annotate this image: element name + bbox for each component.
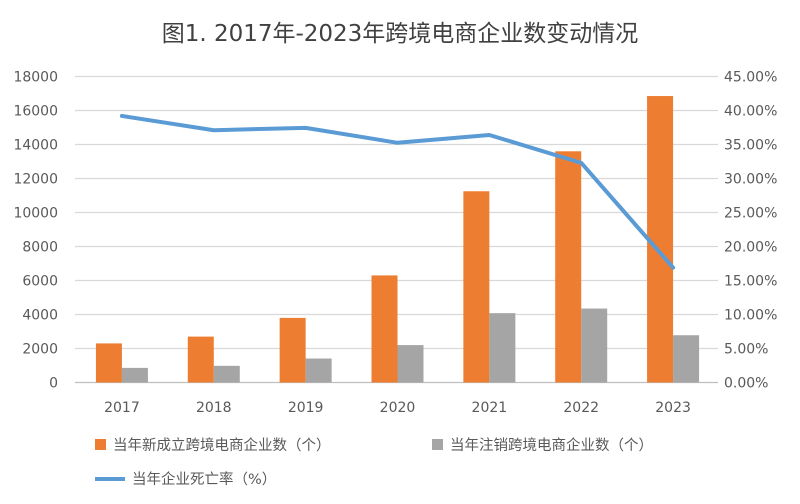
y-tick-label: 14000 (13, 138, 58, 154)
legend-label: 当年企业死亡率（%） (132, 472, 277, 488)
y2-tick-label: 20.00% (724, 240, 777, 256)
x-tick-label: 2019 (288, 400, 324, 416)
legend-label: 当年新成立跨境电商企业数（个） (113, 438, 331, 454)
x-tick-label: 2023 (655, 400, 691, 416)
bar-cancelled-2018 (213, 365, 240, 383)
chart-title: 图1. 2017年-2023年跨境电商企业数变动情况 (161, 21, 639, 47)
bar-cancelled-2022 (581, 308, 608, 383)
x-tick-label: 2017 (104, 400, 140, 416)
y2-tick-label: 10.00% (724, 308, 777, 324)
bar-new-2022 (555, 151, 582, 383)
bar-new-2023 (647, 96, 674, 383)
y2-tick-label: 5.00% (724, 342, 768, 358)
bar-cancelled-2017 (121, 367, 148, 383)
legend-line-blue (95, 476, 125, 481)
legend-swatch-gray (432, 439, 443, 450)
x-tick-label: 2018 (196, 400, 232, 416)
line-death-rate (119, 113, 676, 270)
legend-label: 当年注销跨境电商企业数（个） (450, 438, 653, 454)
bar-new-2019 (279, 317, 306, 383)
x-tick-label: 2022 (563, 400, 599, 416)
y-tick-label: 2000 (22, 342, 58, 358)
y-tick-label: 10000 (13, 206, 58, 222)
legend-item-new: 当年新成立跨境电商企业数（个） (95, 434, 331, 455)
y-tick-label: 4000 (22, 308, 58, 324)
y-tick-label: 12000 (13, 172, 58, 188)
bar-cancelled-2021 (489, 313, 516, 383)
y2-tick-label: 35.00% (724, 138, 777, 154)
x-tick-label: 2020 (380, 400, 416, 416)
y2-tick-label: 15.00% (724, 274, 777, 290)
legend-swatch-orange (95, 439, 106, 450)
y2-tick-label: 30.00% (724, 172, 777, 188)
y2-tick-label: 45.00% (724, 70, 777, 86)
bar-cancelled-2019 (305, 358, 332, 383)
bar-new-2017 (95, 343, 122, 383)
y2-tick-label: 0.00% (724, 376, 768, 392)
x-tick-label: 2021 (472, 400, 508, 416)
y-tick-label: 16000 (13, 104, 58, 120)
legend-item-cancelled: 当年注销跨境电商企业数（个） (432, 434, 653, 455)
y-tick-label: 18000 (13, 70, 58, 86)
y-tick-label: 8000 (22, 240, 58, 256)
y2-tick-label: 25.00% (724, 206, 777, 222)
y-tick-label: 6000 (22, 274, 58, 290)
bar-new-2021 (463, 191, 490, 383)
bar-new-2020 (371, 275, 398, 383)
bar-cancelled-2020 (397, 345, 424, 383)
bar-cancelled-2023 (673, 335, 700, 383)
y-tick-label: 0 (49, 376, 58, 392)
y2-tick-label: 40.00% (724, 104, 777, 120)
legend-item-rate: 当年企业死亡率（%） (95, 468, 276, 489)
bar-new-2018 (187, 336, 214, 383)
